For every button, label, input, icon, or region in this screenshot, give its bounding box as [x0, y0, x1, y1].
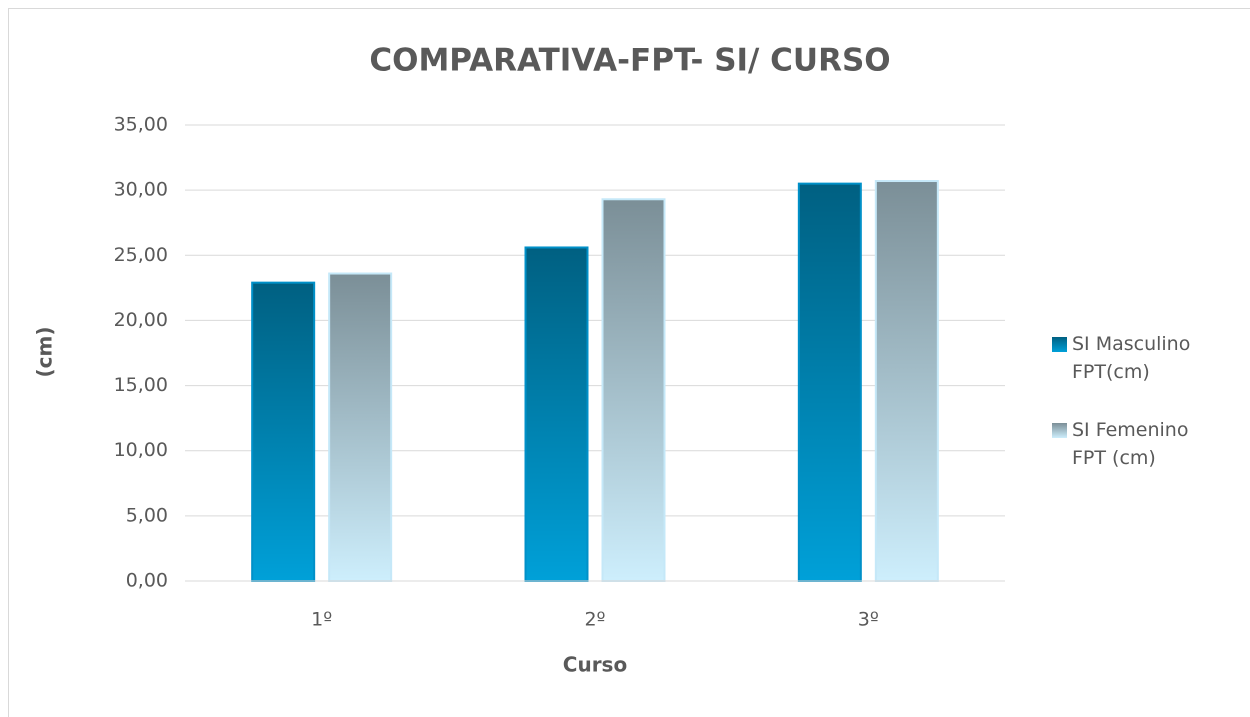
bar-shade: [799, 184, 860, 580]
x-tick-label: 1º: [311, 609, 332, 631]
bar-shade: [876, 182, 937, 580]
bar-shade: [603, 200, 664, 580]
y-tick-label: 30,00: [114, 179, 168, 201]
y-tick-label: 5,00: [126, 504, 168, 526]
legend: SI Masculino FPT(cm) SI Femenino FPT (cm): [1052, 330, 1227, 502]
y-tick-label: 10,00: [114, 439, 168, 461]
legend-swatch: [1052, 337, 1067, 352]
y-axis-title: (cm): [33, 327, 57, 378]
legend-item: SI Masculino FPT(cm): [1052, 330, 1227, 386]
y-tick-label: 35,00: [114, 114, 168, 136]
legend-label: SI Masculino FPT(cm): [1072, 333, 1191, 383]
chart-title: COMPARATIVA-FPT- SI/ CURSO: [369, 43, 890, 79]
legend-swatch: [1052, 423, 1067, 438]
x-tick-label: 2º: [584, 609, 605, 631]
y-tick-label: 0,00: [126, 570, 168, 592]
y-tick-label: 20,00: [114, 309, 168, 331]
x-tick-label: 3º: [858, 609, 879, 631]
bar-shade: [253, 283, 314, 580]
bar-shade: [526, 248, 587, 580]
x-axis-title: Curso: [563, 653, 627, 677]
chart-border: [8, 8, 1250, 717]
y-tick-label: 25,00: [114, 244, 168, 266]
legend-label: SI Femenino FPT (cm): [1072, 419, 1189, 469]
bar-shade: [330, 274, 391, 580]
legend-item: SI Femenino FPT (cm): [1052, 416, 1227, 472]
y-tick-label: 15,00: [114, 374, 168, 396]
